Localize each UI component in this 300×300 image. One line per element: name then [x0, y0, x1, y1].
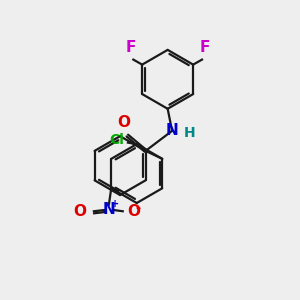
Text: O: O: [117, 115, 130, 130]
Text: -: -: [135, 202, 140, 215]
Text: H: H: [183, 126, 195, 140]
Text: F: F: [199, 40, 209, 55]
Text: F: F: [126, 40, 136, 55]
Text: +: +: [111, 199, 119, 209]
Text: N: N: [103, 202, 115, 217]
Text: Cl: Cl: [110, 133, 124, 147]
Text: N: N: [166, 123, 178, 138]
Text: O: O: [127, 204, 140, 219]
Text: O: O: [73, 204, 86, 219]
